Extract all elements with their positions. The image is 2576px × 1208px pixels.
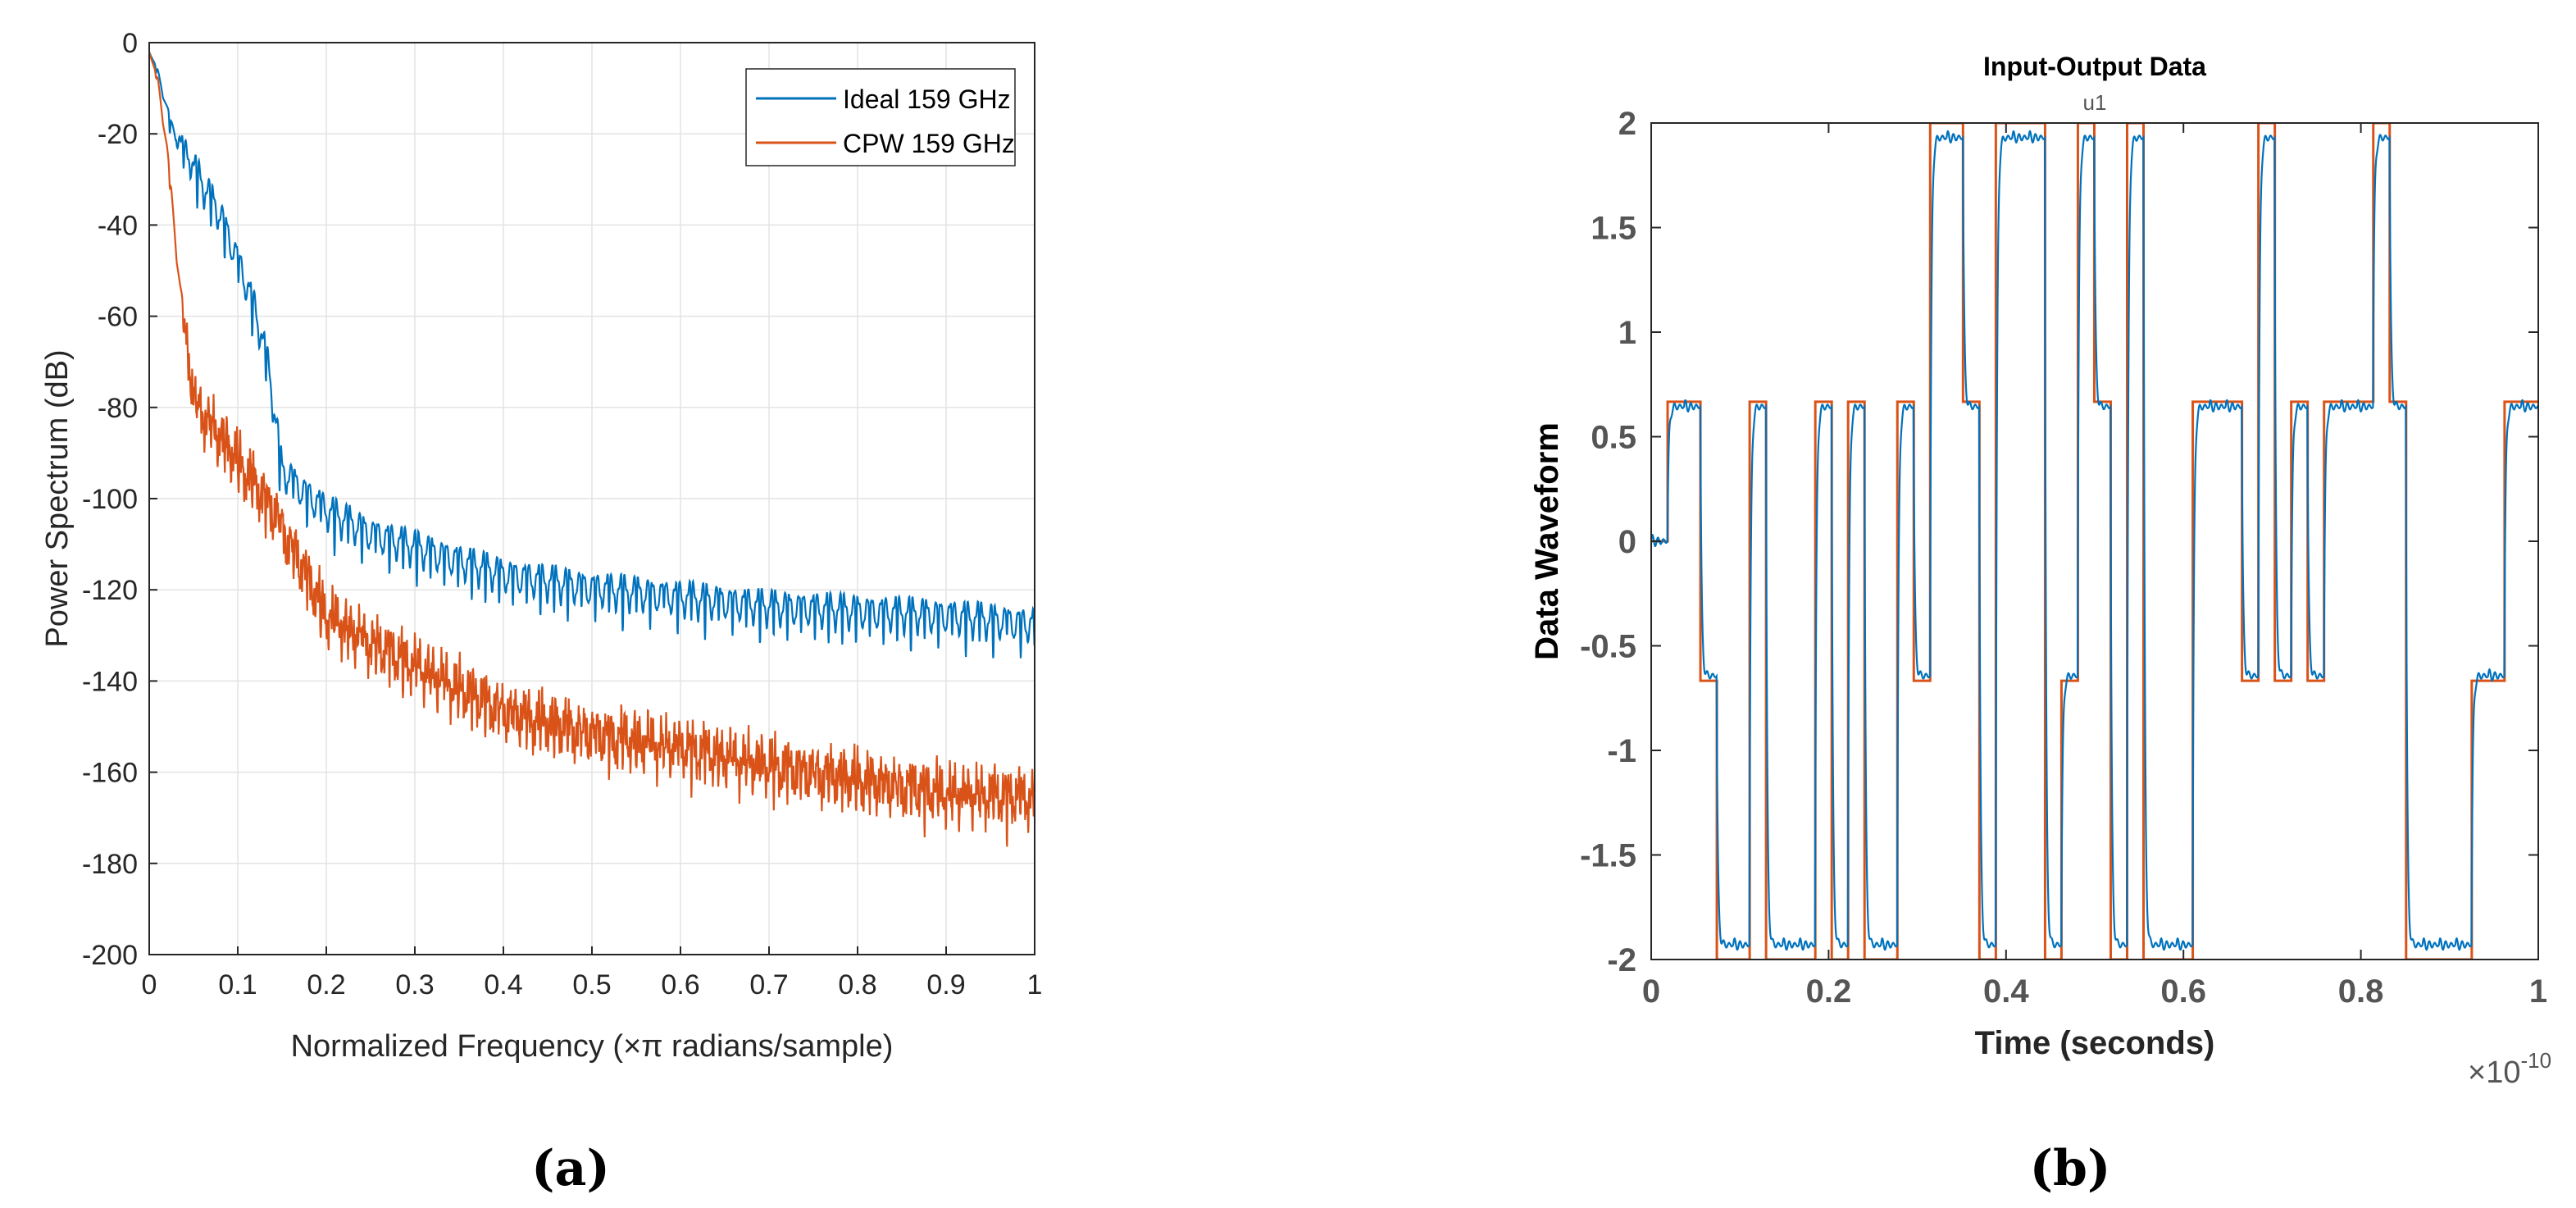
panel-b-subtitle: u1 xyxy=(2083,90,2107,115)
x-tick-label: 0.5 xyxy=(572,969,611,1001)
panel-b-caption: (b) xyxy=(2030,1140,2111,1197)
y-tick-label: -2 xyxy=(1607,942,1636,978)
y-tick-label: -1.5 xyxy=(1580,838,1636,874)
panel-b-x-exponent: ×10-10 xyxy=(2468,1048,2551,1090)
x-tick-label: 0.8 xyxy=(2338,973,2384,1010)
ideal-159ghz-line xyxy=(149,51,1035,659)
y-tick-label: -100 xyxy=(82,484,138,515)
y-tick-label: 0.5 xyxy=(1591,420,1636,456)
y-tick-label: 0 xyxy=(122,28,138,59)
x-tick-label: 1 xyxy=(1027,969,1043,1001)
legend-box xyxy=(745,68,1016,166)
panel-a-xlabel: Normalized Frequency (×π radians/sample) xyxy=(291,1029,894,1064)
y-tick-label: -1 xyxy=(1607,733,1636,769)
y-tick-label: -180 xyxy=(82,849,138,880)
x-tick-label: 0 xyxy=(142,969,157,1001)
panel-b-ylabel: Data Waveform xyxy=(1529,422,1565,660)
x-exponent-base: ×10 xyxy=(2468,1055,2520,1090)
panel-b: Input-Output Data u1 0 0.2 0.4 0.6 0.8 1 2 1.5 1… xyxy=(1529,52,2551,1197)
x-tick-label: 0.7 xyxy=(749,969,788,1001)
panel-b-ticks: 0 0.2 0.4 0.6 0.8 1 2 1.5 1 0.5 0 -0.5 -1 -1.5 -2 xyxy=(1580,106,2547,1010)
cpw-159ghz-line xyxy=(149,51,1035,847)
y-tick-label: -60 xyxy=(98,302,138,333)
legend-label-cpw: CPW 159 GHz xyxy=(843,129,1015,158)
panel-a-caption: (a) xyxy=(531,1140,610,1197)
y-tick-label: 1 xyxy=(1618,315,1636,351)
y-tick-label: -140 xyxy=(82,666,138,697)
x-tick-label: 0.8 xyxy=(838,969,876,1001)
output-response-line xyxy=(1651,130,2538,951)
x-exponent-power: -10 xyxy=(2520,1048,2551,1073)
y-tick-label: -20 xyxy=(98,119,138,150)
panel-a: 0 0.1 0.2 0.3 0.4 0.5 0.6 0.7 0.8 0.9 1 0 -20 -40 -60 -… xyxy=(40,28,1042,1197)
x-tick-label: 0.4 xyxy=(484,969,522,1001)
x-tick-label: 0.6 xyxy=(661,969,699,1001)
x-tick-label: 0.1 xyxy=(218,969,257,1001)
legend-label-ideal: Ideal 159 GHz xyxy=(843,84,1011,114)
y-tick-label: -120 xyxy=(82,575,138,606)
x-tick-label: 0.9 xyxy=(926,969,965,1001)
x-tick-label: 0.3 xyxy=(395,969,434,1001)
x-tick-label: 0.4 xyxy=(1983,973,2029,1010)
y-tick-label: -40 xyxy=(98,210,138,241)
y-tick-label: 0 xyxy=(1618,524,1636,560)
x-tick-label: 0.2 xyxy=(1806,973,1852,1010)
y-tick-label: -160 xyxy=(82,758,138,789)
y-tick-label: 1.5 xyxy=(1591,211,1636,247)
y-tick-label: -80 xyxy=(98,393,138,424)
panel-b-title: Input-Output Data xyxy=(1983,52,2206,81)
x-tick-label: 0 xyxy=(1642,973,1660,1010)
x-tick-label: 0.6 xyxy=(2160,973,2206,1010)
panel-a-legend: Ideal 159 GHz CPW 159 GHz xyxy=(745,68,1016,166)
y-tick-label: 2 xyxy=(1618,106,1636,142)
panel-b-xlabel: Time (seconds) xyxy=(1975,1025,2215,1061)
panel-a-ylabel: Power Spectrum (dB) xyxy=(40,349,75,647)
panel-a-ticks: 0 0.1 0.2 0.3 0.4 0.5 0.6 0.7 0.8 0.9 1 0 -20 -40 -60 -… xyxy=(82,28,1043,1001)
x-tick-label: 0.2 xyxy=(307,969,345,1001)
x-tick-label: 1 xyxy=(2529,973,2547,1010)
y-tick-label: -200 xyxy=(82,940,138,971)
y-tick-label: -0.5 xyxy=(1580,629,1636,665)
